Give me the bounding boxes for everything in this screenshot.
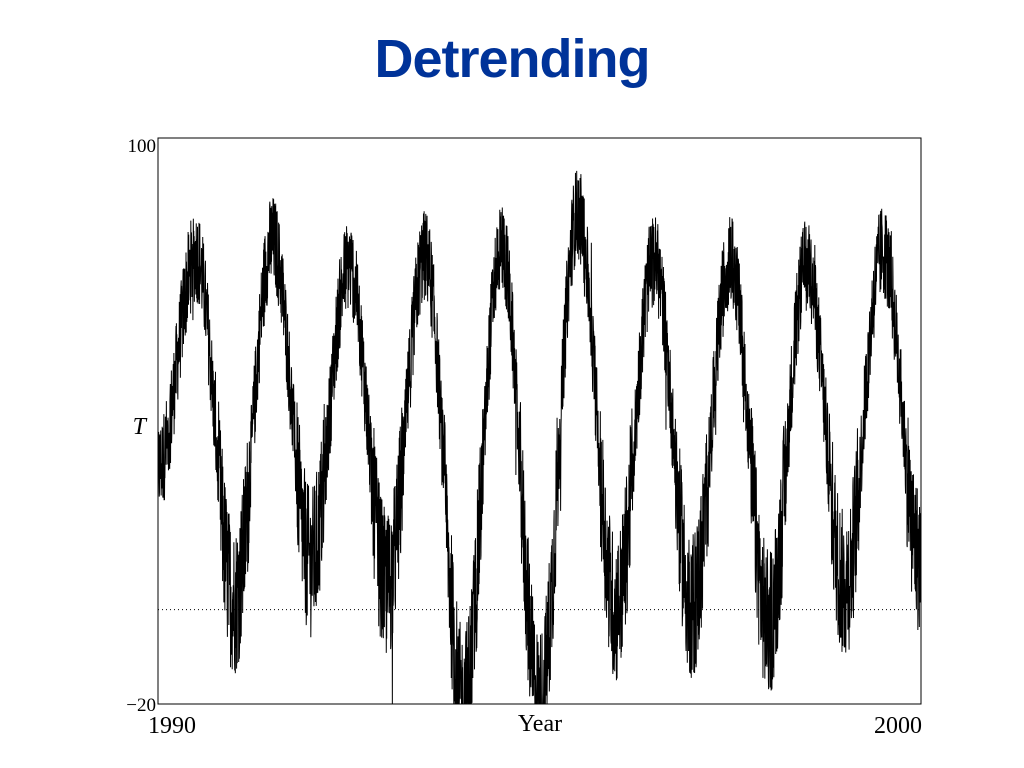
y-tick-label-max: 100 [128, 136, 157, 157]
slide-title: Detrending [374, 29, 650, 89]
x-tick-label-start: 1990 [148, 713, 196, 739]
y-axis-label: T [133, 414, 148, 440]
x-tick-label-end: 2000 [874, 713, 922, 739]
temperature-series-line [157, 170, 922, 705]
x-axis-label: Year [518, 711, 562, 737]
y-tick-label-min: −20 [126, 695, 156, 716]
